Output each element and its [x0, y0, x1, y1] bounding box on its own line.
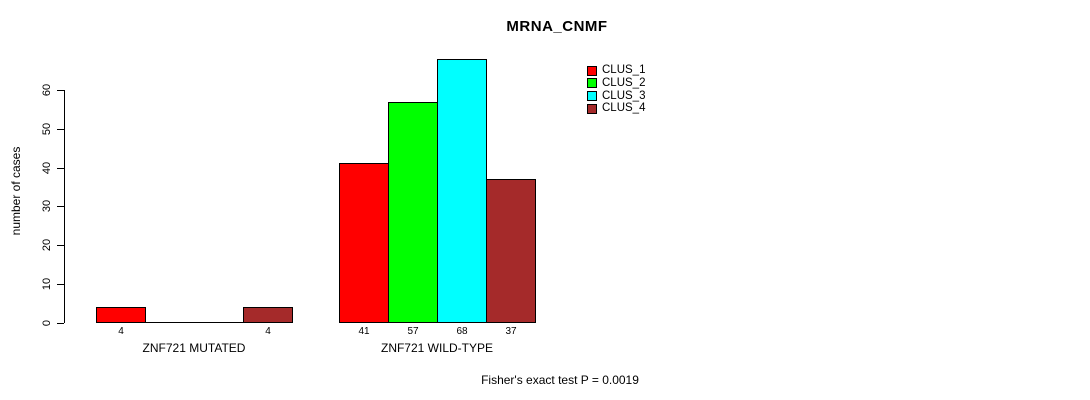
legend-swatch-clus_2 [587, 78, 597, 89]
bar-clus_4 [486, 179, 536, 323]
bar-value-label: 41 [358, 326, 370, 337]
legend-label: CLUS_1 [602, 64, 646, 76]
bar-clus_3 [437, 59, 487, 323]
group-label-mutated: ZNF721 MUTATED [142, 341, 246, 355]
bar-clus_2 [388, 102, 438, 323]
y-tick-mark [57, 168, 64, 169]
bar-value-label: 57 [407, 326, 419, 337]
bar-value-label: 68 [456, 326, 468, 337]
zero-bar-clus_3 [194, 322, 244, 323]
y-tick-label-text: 20 [41, 238, 53, 252]
y-tick-mark [57, 323, 64, 324]
legend-label: CLUS_4 [602, 102, 646, 115]
legend-swatch-clus_4 [587, 103, 597, 114]
y-tick-mark [57, 90, 64, 91]
bar-value-label: 4 [265, 326, 271, 337]
bar-clus_1 [96, 307, 146, 323]
y-tick-label-text: 40 [41, 161, 53, 175]
y-axis-label-text: number of cases [9, 146, 23, 236]
zero-bar-clus_2 [145, 322, 195, 323]
group-label-wildtype: ZNF721 WILD-TYPE [380, 341, 494, 355]
legend-item-clus_3: CLUS_3 [587, 89, 646, 102]
legend-item-clus_2: CLUS_2 [587, 76, 646, 89]
fisher-test-annotation: Fisher's exact test P = 0.0019 [481, 373, 639, 387]
bar-clus_4 [243, 307, 293, 323]
y-tick-label-text: 10 [41, 277, 53, 291]
legend-item-clus_4: CLUS_4 [587, 103, 645, 114]
y-axis-line [64, 90, 65, 323]
y-tick-mark [57, 129, 64, 130]
legend-label: CLUS_2 [602, 76, 646, 89]
y-tick-label-text: 0 [41, 319, 53, 327]
bar-clus_1 [339, 163, 389, 323]
y-tick-mark [57, 206, 64, 207]
legend-label: CLUS_3 [602, 89, 646, 102]
y-tick-label-text: 30 [41, 199, 53, 213]
y-tick-mark [57, 245, 64, 246]
y-tick-label-text: 50 [41, 122, 53, 136]
legend-item-clus_1: CLUS_1 [587, 64, 646, 76]
bar-value-label: 4 [118, 326, 124, 337]
legend-swatch-clus_1 [587, 65, 597, 76]
legend-swatch-clus_3 [587, 91, 597, 102]
bar-value-label: 37 [505, 326, 517, 337]
chart-title: MRNA_CNMF [506, 18, 608, 35]
y-tick-mark [57, 284, 64, 285]
y-tick-label-text: 60 [41, 83, 53, 97]
